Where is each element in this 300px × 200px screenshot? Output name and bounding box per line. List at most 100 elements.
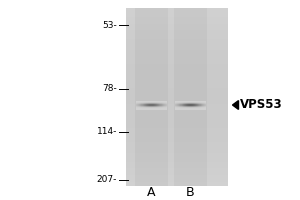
Bar	[201, 107, 202, 108]
Bar	[199, 101, 200, 102]
Bar	[146, 102, 147, 103]
Bar	[126, 39, 228, 41]
Bar	[126, 93, 228, 95]
Bar	[187, 108, 188, 109]
Bar	[191, 109, 192, 110]
Bar	[187, 103, 188, 104]
Bar	[159, 104, 160, 105]
Bar	[158, 108, 159, 109]
Bar	[160, 102, 161, 103]
Bar	[191, 103, 192, 104]
Bar	[199, 103, 200, 104]
Bar	[189, 103, 190, 104]
Bar	[126, 19, 228, 21]
Bar	[142, 100, 143, 101]
Bar	[159, 106, 160, 107]
Bar	[184, 106, 185, 107]
Bar	[165, 103, 166, 104]
Bar	[176, 101, 177, 102]
Bar	[162, 103, 163, 104]
Bar	[164, 109, 165, 110]
Bar	[180, 103, 181, 104]
Bar	[182, 100, 183, 101]
Bar	[175, 107, 176, 108]
Bar	[200, 101, 201, 102]
Bar	[162, 109, 163, 110]
Bar	[186, 102, 187, 103]
Bar	[158, 103, 159, 104]
Bar	[160, 107, 161, 108]
Bar	[178, 106, 179, 107]
Bar	[157, 100, 158, 101]
Bar	[198, 108, 199, 109]
Bar	[189, 109, 190, 110]
Bar	[164, 104, 165, 105]
Bar	[139, 102, 140, 103]
Bar	[202, 100, 203, 101]
Bar	[188, 100, 189, 101]
Bar	[192, 106, 193, 107]
Bar	[143, 103, 144, 104]
Bar	[139, 109, 140, 110]
Bar	[192, 109, 193, 110]
Bar	[145, 105, 146, 106]
Bar	[188, 103, 189, 104]
Bar	[152, 108, 153, 109]
Bar	[126, 144, 228, 146]
Bar	[194, 106, 195, 107]
Bar	[164, 100, 165, 101]
Bar	[193, 104, 194, 105]
Bar	[188, 106, 189, 107]
Bar	[146, 107, 147, 108]
Bar	[202, 103, 203, 104]
Bar	[147, 105, 148, 106]
Bar	[146, 100, 147, 101]
Bar	[183, 106, 184, 107]
Bar	[204, 106, 205, 107]
Bar	[154, 102, 155, 103]
Bar	[149, 103, 150, 104]
Bar	[126, 146, 228, 148]
Bar	[165, 102, 166, 103]
Bar	[166, 100, 167, 101]
Bar	[196, 101, 197, 102]
Bar	[202, 105, 203, 106]
Bar	[191, 106, 192, 107]
Bar	[155, 105, 156, 106]
Bar	[205, 104, 206, 105]
Bar	[155, 106, 156, 107]
Bar	[157, 107, 158, 108]
Text: VPS53: VPS53	[240, 98, 283, 112]
Bar	[162, 106, 163, 107]
Bar	[154, 106, 155, 107]
Bar	[149, 101, 150, 102]
Bar	[145, 104, 146, 105]
Bar	[155, 108, 156, 109]
Bar	[126, 137, 228, 139]
Bar	[201, 109, 202, 110]
Bar	[189, 101, 190, 102]
Bar	[126, 184, 228, 186]
Bar	[182, 101, 183, 102]
Bar	[126, 59, 228, 61]
Bar	[157, 105, 158, 106]
Bar	[205, 103, 206, 104]
Bar	[150, 106, 151, 107]
Bar	[140, 106, 141, 107]
Bar	[202, 105, 203, 106]
Bar	[203, 109, 204, 110]
Bar	[138, 103, 139, 104]
Bar	[162, 100, 163, 101]
Bar	[154, 100, 155, 101]
Bar	[126, 106, 228, 108]
Bar	[165, 100, 166, 101]
Bar	[155, 102, 156, 103]
Bar	[178, 109, 179, 110]
Bar	[179, 106, 180, 107]
Bar	[154, 109, 155, 110]
Bar	[160, 109, 161, 110]
Bar	[150, 103, 151, 104]
Bar	[139, 104, 140, 105]
Bar	[200, 103, 201, 104]
Bar	[178, 104, 179, 105]
